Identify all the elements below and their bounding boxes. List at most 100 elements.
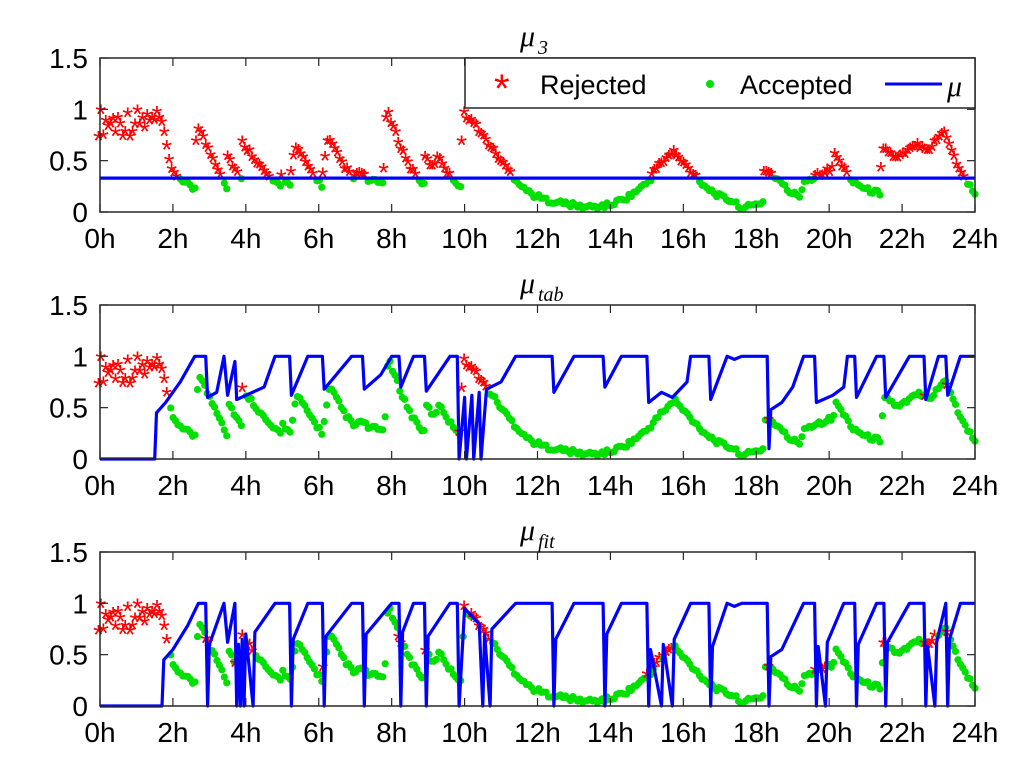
x-tick-label: 20h xyxy=(806,717,853,748)
rejected-point: * xyxy=(142,350,153,381)
panel-title: μ xyxy=(519,20,535,53)
rejected-point: * xyxy=(832,146,843,177)
x-tick-label: 22h xyxy=(879,223,926,254)
rejected-point: * xyxy=(437,153,448,184)
x-tick-label: 6h xyxy=(303,223,334,254)
x-tick-label: 6h xyxy=(303,470,334,501)
rejected-point: * xyxy=(378,157,389,188)
accepted-point xyxy=(340,654,348,662)
accepted-point xyxy=(759,692,767,700)
rejected-point: * xyxy=(149,602,160,633)
rejected-point: * xyxy=(929,130,940,161)
rejected-point: * xyxy=(122,348,133,379)
y-tick-label: 0.5 xyxy=(49,146,88,177)
panel-mu-tab: ***************************** ***********… xyxy=(49,267,998,501)
rejected-point: * xyxy=(405,158,416,189)
rejected-point: * xyxy=(941,127,952,158)
accepted-point xyxy=(951,400,960,409)
accepted-point xyxy=(220,179,228,187)
rejected-point: * xyxy=(98,617,109,648)
accepted-point xyxy=(795,193,804,201)
rejected-point: * xyxy=(293,138,304,169)
rejected-point: * xyxy=(332,141,343,172)
rejected-point: * xyxy=(288,144,299,175)
rejected-point: * xyxy=(130,606,141,637)
rejected-point: * xyxy=(120,120,131,151)
rejected-point: * xyxy=(407,158,418,189)
rejected-point: * xyxy=(149,355,160,386)
accepted-point xyxy=(876,438,884,446)
legend-rejected-marker: * xyxy=(494,67,510,111)
rejected-point: * xyxy=(264,165,275,196)
accepted-point xyxy=(966,181,974,189)
rejected-point: * xyxy=(132,345,143,376)
accepted-point xyxy=(323,401,331,409)
x-tick-label: 14h xyxy=(587,717,634,748)
panel-title-subscript: tab xyxy=(538,284,564,306)
rejected-point: * xyxy=(134,113,145,144)
rejected-point: * xyxy=(103,608,114,639)
rejected-point: * xyxy=(137,107,148,138)
rejected-point: * xyxy=(668,139,679,170)
rejected-point: * xyxy=(290,137,301,168)
rejected-point: * xyxy=(890,145,901,176)
rejected-point: * xyxy=(147,600,158,631)
legend: * Rejected Accepted μ xyxy=(464,57,976,111)
x-tick-label: 2h xyxy=(157,223,188,254)
rejected-point: * xyxy=(247,640,258,671)
accepted-point xyxy=(379,179,387,187)
y-tick-label: 1 xyxy=(72,94,88,125)
accepted-point xyxy=(401,395,409,403)
accepted-point xyxy=(191,678,199,686)
rejected-point: * xyxy=(222,144,233,175)
rejected-point: * xyxy=(388,115,399,146)
rejected-point: * xyxy=(95,593,106,624)
rejected-point: * xyxy=(93,372,104,403)
rejected-point: * xyxy=(429,152,440,183)
rejected-point: * xyxy=(98,370,109,401)
accepted-point xyxy=(966,675,974,683)
accepted-point xyxy=(759,198,767,206)
legend-rejected-label: Rejected xyxy=(540,70,647,100)
accepted-point xyxy=(223,432,231,440)
rejected-point: * xyxy=(144,356,155,387)
accepted-point xyxy=(223,185,231,193)
rejected-point: * xyxy=(227,155,238,186)
rejected-point: * xyxy=(105,606,116,637)
rejected-point: * xyxy=(912,132,923,163)
accepted-point xyxy=(759,445,767,453)
rejected-point: * xyxy=(883,141,894,172)
rejected-point: * xyxy=(910,135,921,166)
rejected-point: * xyxy=(244,633,255,664)
rejected-point: * xyxy=(169,161,180,192)
accepted-point xyxy=(218,419,226,427)
rejected-point: * xyxy=(115,112,126,143)
rejected-point: * xyxy=(251,152,262,183)
panel-title: μ xyxy=(519,514,535,547)
rejected-point: * xyxy=(122,595,133,626)
rejected-point: * xyxy=(439,157,450,188)
rejected-point: * xyxy=(132,592,143,623)
x-tick-label: 2h xyxy=(157,470,188,501)
rejected-point: * xyxy=(125,619,136,650)
rejected-point: * xyxy=(934,125,945,156)
rejected-point: * xyxy=(385,111,396,142)
accepted-point xyxy=(951,647,960,656)
accepted-point xyxy=(795,687,804,695)
rejected-point: * xyxy=(905,136,916,167)
rejected-point: * xyxy=(885,141,896,172)
rejected-point: * xyxy=(117,124,128,155)
accepted-point xyxy=(276,676,284,684)
accepted-point xyxy=(191,184,199,192)
accepted-point xyxy=(432,408,440,416)
x-tick-label: 20h xyxy=(806,223,853,254)
rejected-point: * xyxy=(242,139,253,170)
accepted-point xyxy=(961,668,969,676)
accepted-point xyxy=(318,430,326,438)
accepted-point xyxy=(508,663,516,672)
x-tick-label: 22h xyxy=(879,470,926,501)
accepted-point xyxy=(276,182,284,190)
rejected-point: * xyxy=(459,100,470,131)
rejected-point: * xyxy=(100,109,111,140)
rejected-point: * xyxy=(493,147,504,178)
